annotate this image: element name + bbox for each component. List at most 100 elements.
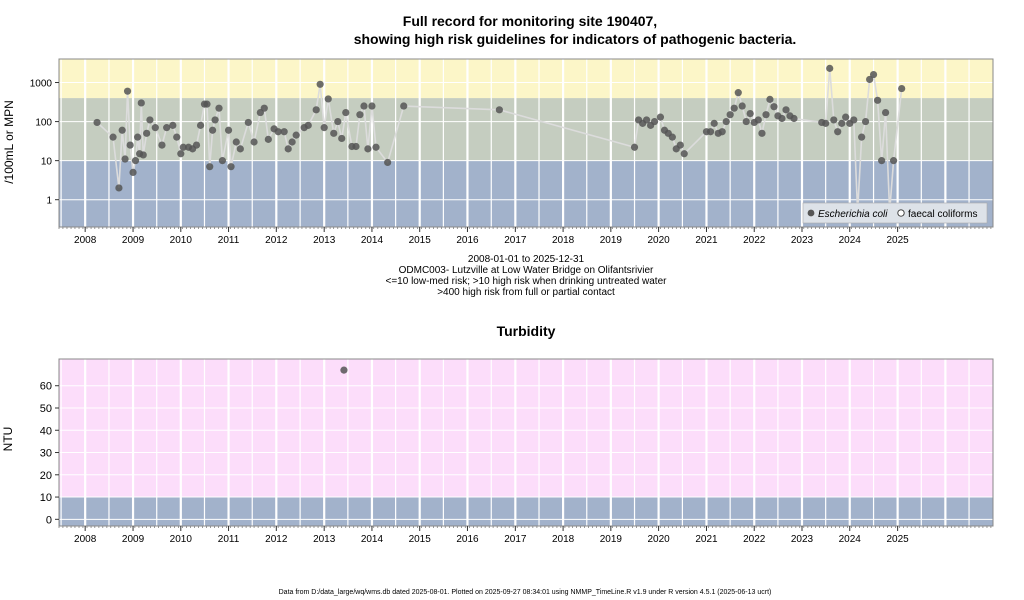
x-tick-label: 2023 — [791, 534, 814, 545]
legend-marker-open — [897, 209, 905, 217]
y-tick-label: 40 — [40, 425, 52, 437]
data-point — [177, 150, 185, 158]
x-tick-label: 2022 — [743, 534, 766, 545]
y-tick-label: 20 — [40, 470, 52, 482]
data-point — [790, 114, 798, 123]
x-tick-label: 2022 — [743, 235, 766, 246]
x-tick-label: 2021 — [695, 534, 718, 545]
data-point — [338, 134, 346, 143]
data-point — [218, 157, 227, 165]
data-point — [206, 163, 214, 171]
legend-marker-filled — [807, 209, 815, 217]
x-tick-label: 2019 — [600, 235, 623, 246]
y-tick-label: 50 — [40, 403, 52, 415]
x-tick-label: 2017 — [504, 235, 527, 246]
data-point — [360, 102, 368, 110]
x-tick-label: 2010 — [170, 534, 193, 545]
data-point — [274, 128, 282, 136]
x-tick-label: 2014 — [361, 534, 384, 545]
data-point — [364, 145, 372, 153]
data-point — [822, 119, 830, 127]
legend-label: Escherichia coli — [818, 209, 888, 220]
x-tick-label: 2011 — [218, 235, 240, 246]
x-tick-label: 2008 — [74, 534, 97, 545]
data-point — [143, 129, 151, 137]
data-point — [656, 113, 665, 121]
data-point — [762, 111, 770, 119]
data-point — [232, 138, 240, 146]
data-point — [834, 128, 842, 136]
data-point — [850, 116, 858, 124]
data-point — [215, 104, 223, 112]
y-tick-label: 30 — [40, 448, 52, 460]
x-tick-label: 2015 — [409, 235, 432, 246]
x-tick-label: 2011 — [218, 534, 240, 545]
data-point — [151, 124, 159, 132]
top-title-line1: Full record for monitoring site 190407, — [402, 13, 658, 29]
data-point — [706, 128, 715, 136]
data-point — [770, 103, 778, 111]
data-point — [898, 84, 906, 93]
data-point — [236, 145, 244, 153]
data-point — [342, 108, 350, 117]
data-point — [196, 121, 205, 129]
y-tick-label: 0 — [46, 514, 52, 526]
data-point — [726, 111, 734, 119]
data-point — [334, 117, 342, 126]
data-point — [280, 128, 288, 136]
x-tick-label: 2010 — [170, 235, 193, 246]
data-point — [742, 117, 750, 126]
footer-note: Data from D:/data_large/wq/wms.db dated … — [278, 589, 772, 596]
x-tick-label: 2017 — [504, 534, 527, 545]
x-tick-label: 2008 — [74, 235, 97, 246]
y-tick-label: 60 — [40, 381, 52, 393]
data-point — [778, 114, 786, 123]
turbidity-chart: 0 10 20 30 40 50 60 2008 2009 2010 2011 2012 2013 201… — [40, 358, 994, 545]
data-point — [642, 116, 651, 124]
data-point — [722, 117, 730, 126]
data-point — [372, 143, 380, 151]
y-tick-label: 10 — [41, 157, 53, 168]
data-point — [173, 133, 181, 141]
x-tick-label: 2021 — [695, 235, 718, 246]
x-tick-label: 2020 — [647, 534, 670, 545]
data-point — [734, 89, 742, 97]
x-tick-label: 2016 — [456, 534, 479, 545]
risk-band-1 — [59, 359, 993, 498]
x-tick-label: 2016 — [456, 235, 479, 246]
data-point — [830, 116, 838, 124]
data-point — [368, 102, 376, 110]
data-point — [320, 124, 328, 132]
data-point — [330, 129, 338, 137]
data-point — [356, 111, 364, 119]
data-point — [676, 141, 684, 149]
x-tick-label: 2018 — [552, 534, 575, 545]
x-tick-label: 2015 — [409, 534, 432, 545]
x-tick-label: 2024 — [839, 534, 862, 545]
data-point — [146, 116, 154, 124]
plot-frame — [58, 58, 994, 228]
data-point — [889, 157, 898, 165]
data-point — [874, 96, 882, 104]
data-point — [304, 121, 312, 129]
data-point — [192, 141, 201, 149]
x-tick-label: 2018 — [552, 235, 575, 246]
data-point — [710, 119, 718, 127]
data-point — [137, 99, 145, 107]
data-point — [115, 184, 123, 192]
x-tick-label: 2013 — [313, 534, 336, 545]
x-tick-label: 2024 — [839, 235, 862, 246]
data-point — [782, 106, 790, 114]
data-point — [866, 75, 874, 84]
data-point — [718, 128, 726, 136]
data-point — [244, 118, 252, 127]
data-point — [316, 80, 324, 88]
data-point — [264, 135, 272, 143]
data-point — [340, 366, 348, 374]
data-point — [495, 106, 503, 114]
y-tick-label: 10 — [40, 492, 52, 504]
plot-frame — [58, 358, 994, 527]
data-point — [93, 118, 101, 127]
data-point — [766, 95, 774, 103]
data-point — [260, 104, 268, 112]
